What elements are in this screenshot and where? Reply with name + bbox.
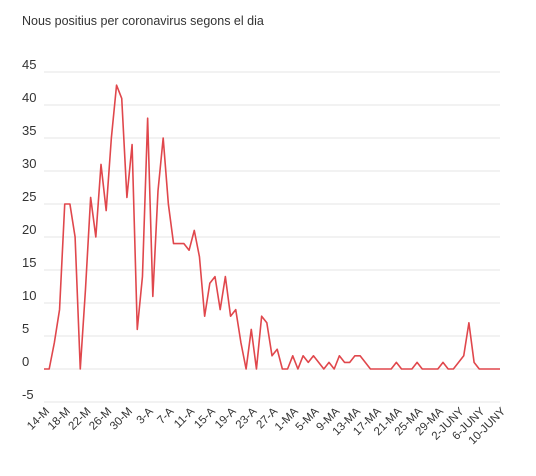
y-tick-label: 45: [22, 57, 36, 72]
y-axis-ticks: 45 40 35 30 25 20 15 10 5 0 -5: [22, 57, 36, 402]
y-tick-label: 30: [22, 156, 36, 171]
y-tick-label: 25: [22, 189, 36, 204]
y-tick-label: 40: [22, 90, 36, 105]
x-tick-label: 3-A: [135, 405, 156, 426]
x-tick-label: 18-M: [46, 406, 73, 433]
x-tick-label: 15-A: [192, 405, 218, 431]
x-tick-label: 19-A: [213, 405, 239, 431]
x-axis-ticks: 14-M18-M22-M26-M30-M 3-A 7-A11-A15-A19-A23…: [25, 405, 508, 447]
x-tick-label: 23-A: [234, 405, 260, 431]
series-group: [44, 84, 500, 370]
grid-lines: [44, 71, 500, 403]
x-tick-label: 26-M: [87, 406, 114, 433]
series-line: [44, 84, 500, 370]
y-tick-label: 20: [22, 222, 36, 237]
x-tick-label: 22-M: [67, 406, 94, 433]
x-tick-label: 14-M: [25, 406, 52, 433]
x-tick-label: 30-M: [108, 406, 135, 433]
chart-title: Nous positius per coronavirus segons el …: [22, 14, 264, 28]
y-tick-label: 35: [22, 123, 36, 138]
y-tick-label: 10: [22, 288, 36, 303]
y-tick-label: 15: [22, 255, 36, 270]
y-tick-label: 5: [22, 321, 29, 336]
y-tick-label: 0: [22, 354, 29, 369]
y-tick-label: -5: [22, 387, 34, 402]
x-tick-label: 11-A: [172, 405, 197, 430]
